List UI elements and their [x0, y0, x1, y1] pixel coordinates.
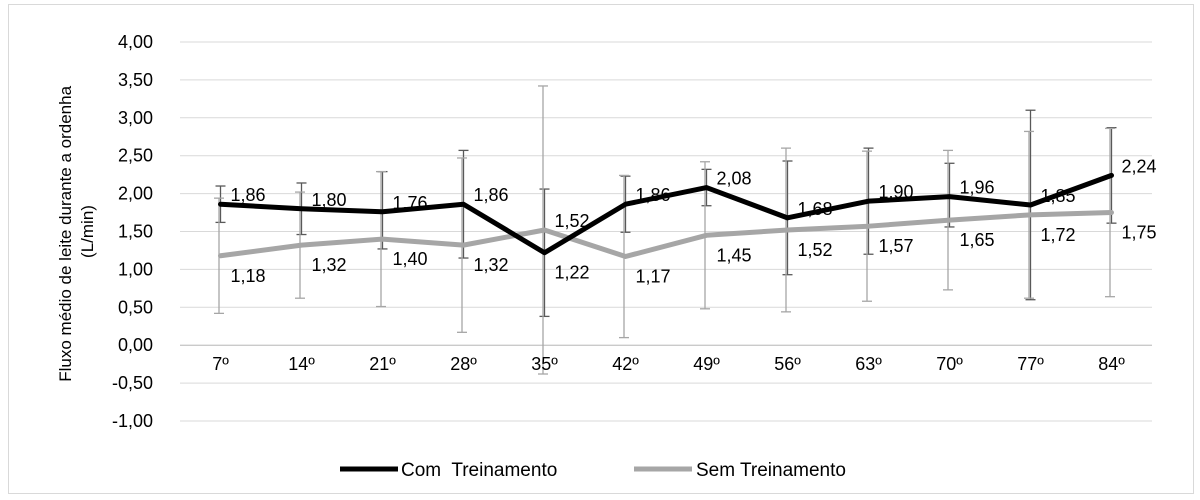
data-label-com-treinamento: 1,86 — [636, 185, 671, 205]
x-tick-label: 63º — [855, 354, 882, 374]
data-label-sem-treinamento: 1,18 — [231, 266, 266, 286]
x-tick-label: 21º — [369, 354, 396, 374]
x-tick-label: 14º — [288, 354, 315, 374]
data-label-sem-treinamento: 1,75 — [1122, 223, 1157, 243]
legend-label-com-treinamento: Com Treinamento — [401, 460, 557, 481]
y-axis-label-line2: (L/min) — [78, 205, 97, 258]
y-tick-label: 1,00 — [118, 259, 153, 279]
data-label-com-treinamento: 1,76 — [393, 193, 428, 213]
legend: Com Treinamento Sem Treinamento — [340, 460, 846, 481]
data-label-com-treinamento: 1,90 — [879, 182, 914, 202]
data-label-com-treinamento: 1,86 — [231, 185, 266, 205]
y-tick-label: 0,50 — [118, 297, 153, 317]
data-label-sem-treinamento: 1,72 — [1041, 225, 1076, 245]
data-label-com-treinamento: 2,08 — [717, 169, 752, 189]
x-axis-ticks: 7º 14º 21º 28º 35º 42º 49º 56º 63º 70º 77º 84º — [212, 354, 1125, 374]
series-line-com-treinamento — [218, 172, 1114, 256]
gridlines — [180, 41, 1152, 422]
x-tick-label: 77º — [1017, 354, 1044, 374]
y-axis-label: Fluxo médio de leite durante a ordenha (… — [56, 81, 97, 382]
y-tick-label: -1,00 — [112, 411, 153, 431]
data-labels: 1,86 1,80 1,76 1,86 1,22 1,86 2,08 1,68 1,90 1,96… — [231, 156, 1157, 286]
y-tick-label: 2,50 — [118, 146, 153, 166]
data-label-com-treinamento: 1,68 — [798, 199, 833, 219]
chart-frame — [8, 4, 1194, 494]
x-tick-label: 35º — [531, 354, 558, 374]
series-lines — [218, 172, 1114, 260]
data-label-sem-treinamento: 1,57 — [879, 236, 914, 256]
x-tick-label: 84º — [1098, 354, 1125, 374]
x-tick-label: 42º — [612, 354, 639, 374]
data-label-sem-treinamento: 1,32 — [312, 255, 347, 275]
x-tick-label: 7º — [212, 354, 229, 374]
y-axis-label-line1: Fluxo médio de leite durante a ordenha — [56, 85, 75, 381]
y-tick-label: -0,50 — [112, 373, 153, 393]
legend-label-sem-treinamento: Sem Treinamento — [696, 460, 846, 481]
data-label-sem-treinamento: 1,32 — [474, 255, 509, 275]
x-tick-label: 70º — [936, 354, 963, 374]
y-axis-ticks: -1,00 -0,50 0,00 0,50 1,00 1,50 2,00 2,50 3,00 3,… — [112, 32, 153, 431]
data-label-sem-treinamento: 1,45 — [717, 245, 752, 265]
data-label-sem-treinamento: 1,40 — [393, 249, 428, 269]
y-tick-label: 4,00 — [118, 32, 153, 52]
x-tick-label: 49º — [693, 354, 720, 374]
series-line-sem-treinamento — [218, 210, 1114, 260]
y-tick-label: 2,00 — [118, 184, 153, 204]
data-label-sem-treinamento: 1,65 — [960, 230, 995, 250]
data-label-com-treinamento: 1,22 — [555, 263, 590, 283]
x-tick-label: 28º — [450, 354, 477, 374]
y-tick-label: 1,50 — [118, 222, 153, 242]
data-label-com-treinamento: 1,80 — [312, 190, 347, 210]
y-tick-label: 3,50 — [118, 70, 153, 90]
data-label-com-treinamento: 1,86 — [474, 185, 509, 205]
data-label-sem-treinamento: 1,17 — [636, 267, 671, 287]
y-tick-label: 3,00 — [118, 108, 153, 128]
data-label-com-treinamento: 1,96 — [960, 178, 995, 198]
data-label-com-treinamento: 2,24 — [1122, 156, 1157, 176]
y-tick-label: 0,00 — [118, 335, 153, 355]
data-label-sem-treinamento: 1,52 — [555, 211, 590, 231]
x-tick-label: 56º — [774, 354, 801, 374]
data-label-com-treinamento: 1,85 — [1041, 186, 1076, 206]
data-label-sem-treinamento: 1,52 — [798, 240, 833, 260]
